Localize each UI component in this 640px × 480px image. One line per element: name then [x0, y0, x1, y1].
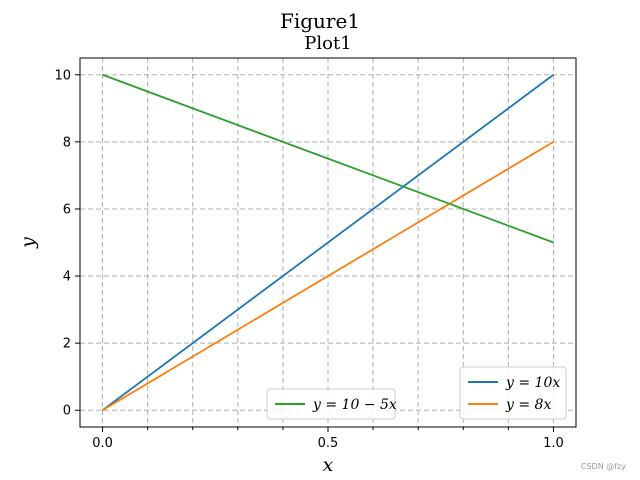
legend-entry: y = 10 − 5x — [312, 397, 397, 413]
legend-box — [459, 366, 567, 420]
x-tick-label: 0.0 — [92, 436, 113, 451]
y-tick-label: 8 — [63, 135, 71, 150]
ticks: 0.0 0.5 1.0 0 2 4 6 8 10 — [54, 68, 563, 451]
series-line-3 — [102, 73, 554, 244]
watermark: CSDN @fzy — [581, 462, 626, 471]
y-tick-label: 4 — [63, 270, 71, 285]
legend-entry: y = 8x — [505, 397, 551, 413]
legend-lower-right: y = 10x y = 8x — [459, 366, 567, 420]
legend-entry: y = 10x — [505, 375, 560, 391]
legend-box — [266, 388, 396, 420]
figure-suptitle: Figure1 — [280, 9, 360, 33]
grid — [80, 58, 576, 427]
series-line-1 — [102, 74, 554, 411]
plot-title: Plot1 — [304, 33, 351, 54]
y-tick-label: 10 — [54, 68, 71, 83]
y-tick-label: 0 — [63, 404, 71, 419]
legend-lower-center: y = 10 − 5x — [266, 388, 397, 420]
series-line-2 — [102, 141, 554, 412]
legends: y = 10x y = 8x y = 10 − 5x — [266, 366, 567, 420]
x-tick-label: 0.5 — [318, 436, 339, 451]
y-tick-label: 6 — [63, 202, 71, 217]
y-axis-label: y — [17, 237, 39, 249]
x-axis-label: x — [323, 454, 334, 476]
x-tick-label: 1.0 — [543, 436, 564, 451]
y-tick-label: 2 — [63, 337, 71, 352]
series-lines — [102, 73, 554, 412]
